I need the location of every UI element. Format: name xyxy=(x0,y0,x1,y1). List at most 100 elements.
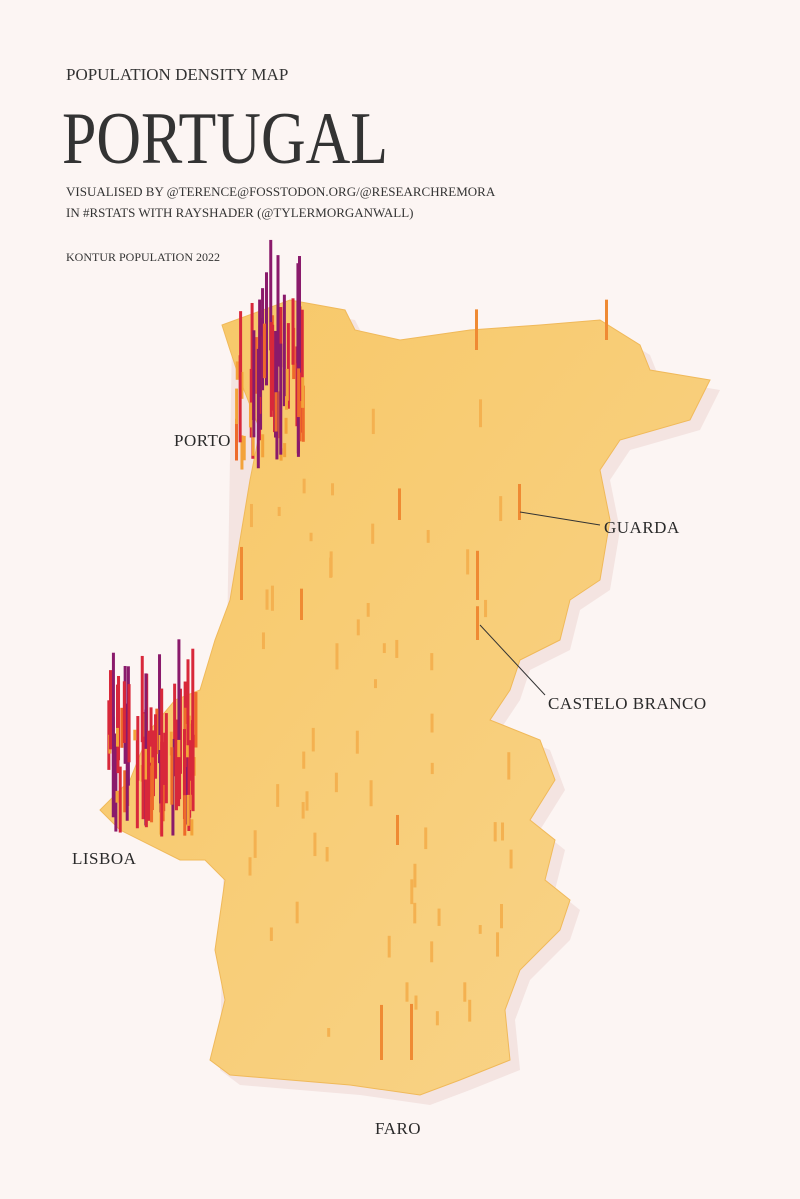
spike xyxy=(158,654,162,764)
spike xyxy=(265,589,269,610)
spike xyxy=(296,263,300,364)
spike xyxy=(140,655,144,743)
spike xyxy=(285,368,289,401)
spike xyxy=(120,707,124,748)
spike xyxy=(252,330,256,438)
spike xyxy=(499,496,503,522)
spike xyxy=(150,757,154,811)
spike xyxy=(387,935,391,958)
spike xyxy=(235,361,239,380)
spike xyxy=(493,822,497,842)
spike xyxy=(311,727,315,752)
spike xyxy=(282,294,286,407)
spike xyxy=(188,723,192,818)
spike xyxy=(605,299,608,340)
spike xyxy=(194,692,198,748)
spike xyxy=(496,932,500,957)
spike xyxy=(373,679,377,689)
spike xyxy=(111,716,115,818)
spike xyxy=(248,402,252,428)
spike xyxy=(501,822,505,841)
spike xyxy=(478,925,482,934)
spike xyxy=(398,488,401,520)
spike xyxy=(118,766,122,833)
spike xyxy=(507,752,511,780)
spike xyxy=(371,523,375,544)
spike xyxy=(382,643,386,654)
spike xyxy=(371,408,375,435)
spike xyxy=(297,368,301,418)
city-label: PORTO xyxy=(174,431,231,450)
spike xyxy=(144,673,148,789)
spike xyxy=(162,742,166,812)
spike xyxy=(475,309,478,350)
spike xyxy=(327,1028,331,1037)
spike xyxy=(262,323,266,379)
spike xyxy=(468,999,472,1022)
spike xyxy=(301,377,305,408)
spike xyxy=(356,619,360,636)
spike xyxy=(123,770,127,813)
city-label: FARO xyxy=(375,1119,421,1138)
spike xyxy=(122,681,126,743)
spike xyxy=(115,790,119,803)
spike xyxy=(164,713,168,804)
spike xyxy=(182,729,186,820)
spike xyxy=(191,648,195,743)
spike xyxy=(147,730,151,821)
spike xyxy=(301,385,305,442)
spike xyxy=(135,740,139,829)
spike xyxy=(190,819,194,836)
spike xyxy=(300,588,303,620)
spike xyxy=(274,330,278,438)
spike xyxy=(335,643,339,670)
spike xyxy=(183,795,187,836)
leader-line xyxy=(479,624,546,696)
spike xyxy=(500,903,504,929)
spike xyxy=(261,632,265,650)
spike xyxy=(286,323,290,409)
spike xyxy=(277,506,281,516)
spike xyxy=(238,355,242,443)
credit-line: IN #RSTATS WITH RAYSHADER (@TYLERMORGANW… xyxy=(66,205,413,220)
source: KONTUR POPULATION 2022 xyxy=(66,250,220,264)
spike xyxy=(144,755,148,828)
spike xyxy=(251,419,255,456)
spike xyxy=(369,780,373,807)
spike xyxy=(355,730,359,754)
spike xyxy=(295,901,299,924)
spike xyxy=(430,762,434,775)
city-label: LISBOA xyxy=(72,849,137,868)
spike xyxy=(254,337,258,394)
spike xyxy=(395,639,399,658)
spike xyxy=(410,1003,413,1060)
spike xyxy=(264,272,268,386)
spike xyxy=(380,1004,383,1060)
spike xyxy=(253,830,257,858)
spike xyxy=(430,941,434,963)
spike xyxy=(466,549,470,575)
spike xyxy=(269,927,273,941)
spike xyxy=(235,418,239,461)
spike xyxy=(424,827,428,850)
spike xyxy=(170,747,174,805)
spike xyxy=(177,739,181,758)
spike xyxy=(301,802,305,819)
spike xyxy=(186,659,190,746)
spike xyxy=(240,546,243,600)
spike xyxy=(274,392,278,432)
spike xyxy=(160,688,164,763)
spike xyxy=(413,902,417,924)
spike xyxy=(186,794,190,826)
spike xyxy=(476,606,479,640)
spike xyxy=(284,396,288,410)
spike xyxy=(240,371,244,399)
spike xyxy=(426,529,430,543)
spike xyxy=(108,670,112,750)
leader-line xyxy=(519,511,601,526)
spike xyxy=(309,532,313,542)
city-label: GUARDA xyxy=(604,518,680,537)
spike xyxy=(414,995,418,1010)
